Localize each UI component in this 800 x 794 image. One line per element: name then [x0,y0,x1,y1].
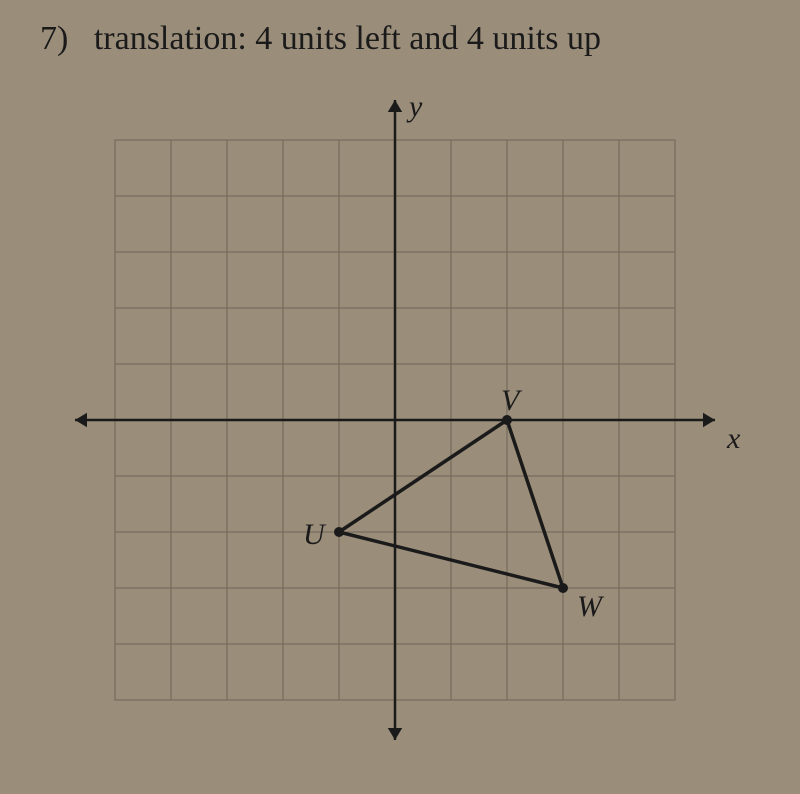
y-axis-label: y [406,95,423,123]
vertex-label-v: V [501,384,523,417]
problem-prompt: 7) translation: 4 units left and 4 units… [40,20,601,58]
x-axis-label: x [726,422,741,455]
vertex-label-u: U [303,518,327,551]
coordinate-grid: x y U V W [40,95,760,775]
problem-number: 7) [40,20,68,57]
problem-text: translation: 4 units left and 4 units up [94,20,601,57]
vertex-label-w: W [577,590,605,623]
grid-svg: x y U V W [40,95,760,775]
